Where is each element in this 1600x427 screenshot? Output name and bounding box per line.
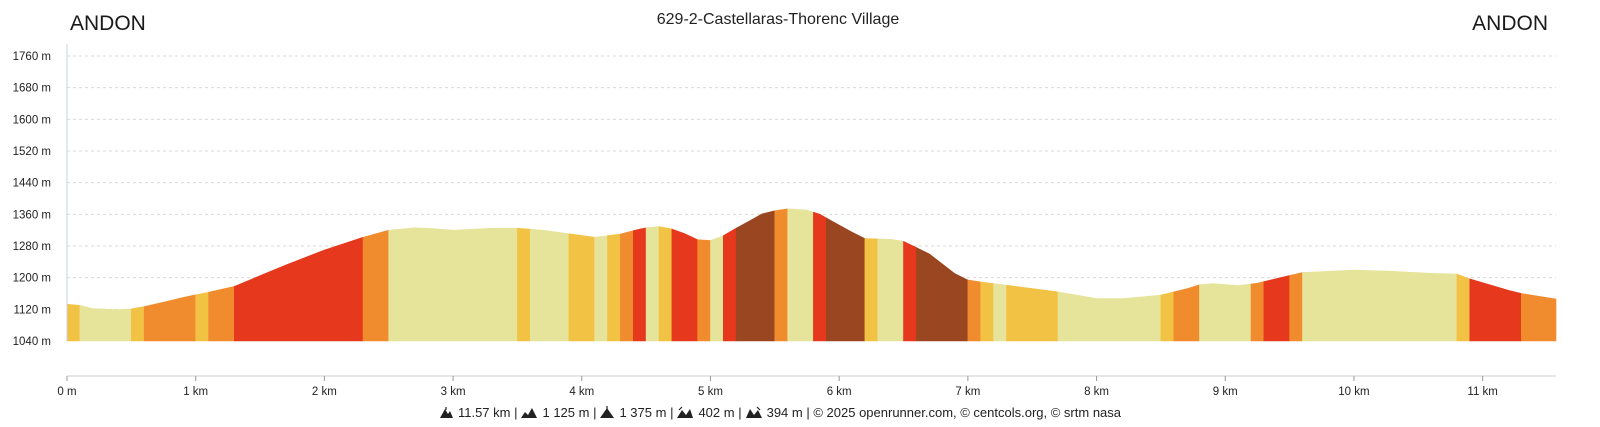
profile-segment-moderate: [362, 229, 389, 342]
x-tick-label: 1 km: [183, 386, 208, 398]
route-stats-footer: 11.57 km | 1 125 m | 1 375 m | 402 m | 394 m…: [0, 405, 1556, 420]
profile-segment-moderate: [143, 294, 196, 342]
profile-segment-moderate: [774, 208, 788, 342]
elevation-gain-value: 1 125 m: [542, 405, 590, 420]
y-tick-label: 1200 m: [13, 273, 51, 285]
profile-segment-very-steep: [735, 210, 776, 342]
profile-segment-steep: [813, 211, 827, 342]
profile-segment-flat: [388, 227, 518, 342]
profile-segment-steep: [723, 227, 737, 342]
start-place-label: ANDON: [70, 12, 146, 35]
max-altitude-icon: [600, 406, 615, 418]
y-tick-label: 1360 m: [13, 209, 51, 221]
profile-segment-moderate: [208, 286, 235, 342]
x-axis: 0 m 1 km 2 km 3 km 4 km 5 km 6 km 7 km 8 km 9 km 1…: [57, 375, 1556, 398]
profile-segment-gentle: [607, 233, 621, 342]
profile-segment-flat: [645, 226, 660, 342]
profile-segment-moderate: [1521, 293, 1557, 342]
profile-segment-moderate: [1173, 284, 1200, 342]
x-tick-label: 7 km: [955, 386, 980, 398]
descent-icon: [745, 406, 762, 418]
profile-segment-gentle: [864, 238, 879, 342]
profile-segment-gentle: [66, 303, 81, 342]
x-tick-label: 10 km: [1338, 386, 1369, 398]
distance-value: 11.57 km: [457, 405, 511, 420]
profile-segment-very-steep: [826, 217, 866, 342]
y-tick-label: 1280 m: [13, 241, 51, 253]
y-tick-label: 1680 m: [13, 83, 51, 95]
profile-segment-gentle: [195, 291, 209, 342]
profile-segment-moderate: [967, 279, 981, 342]
profile-segment-flat: [79, 305, 132, 342]
elevation-gain-icon: [521, 408, 538, 418]
profile-segment-flat: [1199, 283, 1252, 342]
profile-segment-moderate: [620, 230, 634, 342]
profile-segment-flat: [993, 283, 1007, 342]
profile-segment-steep: [903, 240, 917, 342]
profile-segment-flat: [594, 235, 608, 342]
y-tick-label: 1600 m: [13, 114, 51, 126]
profile-segment-gentle: [1160, 291, 1175, 342]
profile-segment-moderate: [697, 239, 711, 342]
x-tick-label: 8 km: [1084, 386, 1109, 398]
y-axis: 1760 m 1680 m 1600 m 1520 m 1440 m 1360 m 1280…: [13, 44, 68, 348]
x-tick-label: 4 km: [569, 386, 594, 398]
profile-segment-gentle: [131, 306, 145, 342]
y-tick-label: 1440 m: [13, 178, 51, 190]
x-tick-label: 0 m: [57, 386, 76, 398]
ascent-value: 402 m: [698, 405, 735, 420]
descent-value: 394 m: [766, 405, 803, 420]
profile-segment-steep: [633, 227, 647, 342]
profile-segment-flat: [787, 208, 814, 342]
profile-segment-moderate: [1289, 272, 1303, 342]
x-tick-label: 6 km: [827, 386, 852, 398]
profile-segment-flat: [1057, 291, 1162, 342]
profile-segment-gentle: [1006, 284, 1059, 342]
y-tick-label: 1040 m: [13, 336, 51, 348]
profile-segment-steep: [234, 236, 364, 342]
max-altitude-value: 1 375 m: [619, 405, 667, 420]
profile-segment-gentle: [658, 226, 673, 342]
y-tick-label: 1760 m: [13, 51, 51, 63]
y-tick-label: 1120 m: [13, 304, 51, 316]
y-tick-label: 1520 m: [13, 146, 51, 158]
profile-segment-gentle: [980, 281, 994, 342]
profile-segment-steep: [671, 228, 698, 342]
profile-segment-steep: [1469, 278, 1522, 342]
profile-segment-flat: [710, 235, 724, 342]
x-tick-label: 3 km: [441, 386, 466, 398]
ascent-icon: [677, 406, 694, 418]
x-tick-label: 11 km: [1467, 386, 1497, 398]
profile-segment-steep: [1263, 275, 1290, 342]
chart-title: 629-2-Castellaras-Thorenc Village: [656, 11, 900, 28]
credits-text: © 2025 openrunner.com, © centcols.org, ©…: [813, 405, 1122, 420]
elevation-profile: [66, 208, 1557, 342]
x-tick-label: 5 km: [698, 386, 723, 398]
end-place-label: ANDON: [1472, 12, 1548, 35]
profile-segment-moderate: [1250, 281, 1265, 342]
profile-segment-gentle: [517, 227, 531, 342]
profile-segment-flat: [1302, 269, 1458, 342]
profile-segment-gentle: [1456, 273, 1471, 342]
profile-segment-very-steep: [916, 247, 969, 342]
profile-segment-gentle: [568, 233, 595, 342]
profile-segment-flat: [877, 238, 904, 342]
x-tick-label: 2 km: [312, 386, 337, 398]
distance-icon: [439, 407, 453, 418]
x-tick-label: 9 km: [1213, 386, 1238, 398]
profile-segment-flat: [530, 228, 570, 342]
